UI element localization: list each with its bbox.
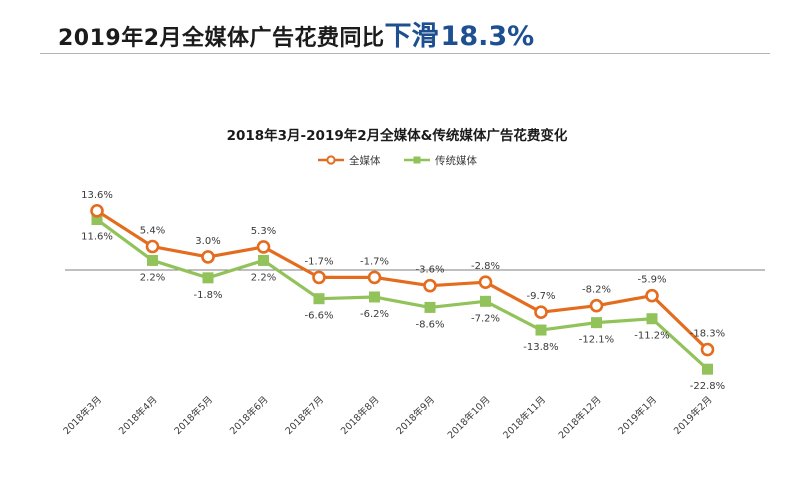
all-media-point [201,250,215,264]
chart-legend: 全媒体 传统媒体 [318,154,477,167]
traditional-media-data-label: -11.2% [634,331,669,342]
traditional-media-data-label: 11.6% [81,232,113,243]
x-axis-tick-label: 2018年5月 [172,394,215,437]
traditional-media-data-label: -6.2% [360,309,389,320]
all-media-data-label: 3.0% [195,236,220,247]
all-media-point [534,305,548,319]
headline-divider [40,53,770,54]
legend-item-all-media: 全媒体 [318,154,381,167]
headline-value-text: 18.3% [440,21,535,52]
traditional-media-data-label: -13.8% [523,342,558,353]
traditional-media-data-label: -6.6% [304,311,333,322]
traditional-media-point [535,324,547,336]
x-axis-tick-label: 2018年6月 [227,394,270,437]
traditional-media-series-line [96,218,709,371]
traditional-media-data-label: -7.2% [471,313,500,324]
all-media-data-label: -1.7% [360,256,389,267]
traditional-media-point [147,254,158,266]
x-axis-tick-label: 2019年1月 [616,394,659,437]
all-media-data-label: -3.6% [415,265,444,276]
x-axis-tick-label: 2018年4月 [116,394,159,437]
x-axis-tick-label: 2018年7月 [283,394,326,437]
all-media-point [90,204,104,218]
traditional-media-point [258,254,269,266]
all-media-data-label: 5.3% [251,226,276,237]
traditional-media-point [202,272,214,284]
all-media-data-label: -1.7% [304,256,333,267]
all-media-point [256,240,271,254]
all-media-data-label: -2.8% [471,261,500,272]
traditional-media-point [646,313,658,325]
all-media-point [645,288,659,303]
all-media-data-label: -18.3% [690,329,725,340]
x-axis-tick-label: 2018年8月 [338,394,381,437]
traditional-media-point [369,291,380,303]
all-media-point [478,275,493,289]
x-axis-tick-label: 2018年11月 [501,394,549,442]
traditional-media-data-label: -8.6% [415,319,444,330]
traditional-media-point [313,293,325,305]
all-media-data-label: 5.4% [140,226,165,237]
all-media-point [312,270,326,285]
traditional-media-data-label: 2.2% [251,272,276,283]
traditional-media-data-label: 2.2% [140,272,165,283]
traditional-media-data-label: -1.8% [193,290,222,301]
page-headline: 2019年2月全媒体广告花费同比 下滑 18.3% [58,14,534,53]
legend-marker-circle [326,155,336,165]
headline-emphasis-text: 下滑 [384,21,439,52]
all-media-point [423,278,437,293]
traditional-media-point [480,295,491,307]
all-media-data-label: -5.9% [637,275,666,286]
x-axis-tick-label: 2018年3月 [61,394,104,437]
all-media-point [367,270,382,285]
x-axis-tick-label: 2018年12月 [556,394,604,442]
x-axis-tick-label: 2018年10月 [445,394,493,442]
all-media-point [700,342,715,357]
all-media-point [589,298,604,313]
all-media-data-label: 13.6% [81,190,113,201]
all-media-data-label: -9.7% [526,291,555,302]
traditional-media-point [424,301,436,313]
x-axis-tick-label: 2019年2月 [671,394,714,437]
all-media-point [145,239,160,254]
all-media-data-label: -8.2% [582,285,611,296]
legend-label: 传统媒体 [435,154,477,167]
all-media-series-line [96,209,709,351]
legend-item-traditional-media: 传统媒体 [404,154,477,167]
traditional-media-data-label: -22.8% [690,381,725,392]
traditional-media-point [702,363,713,375]
traditional-media-point [91,214,103,226]
chart-title: 2018年3月-2019年2月全媒体&传统媒体广告花费变化 [226,128,568,144]
legend-label: 全媒体 [349,154,381,167]
x-axis-tick-label: 2018年9月 [394,394,437,437]
traditional-media-data-label: -12.1% [579,335,614,346]
headline-main-text: 2019年2月全媒体广告花费同比 [58,26,385,51]
legend-marker-square [413,156,421,164]
traditional-media-point [591,317,602,329]
